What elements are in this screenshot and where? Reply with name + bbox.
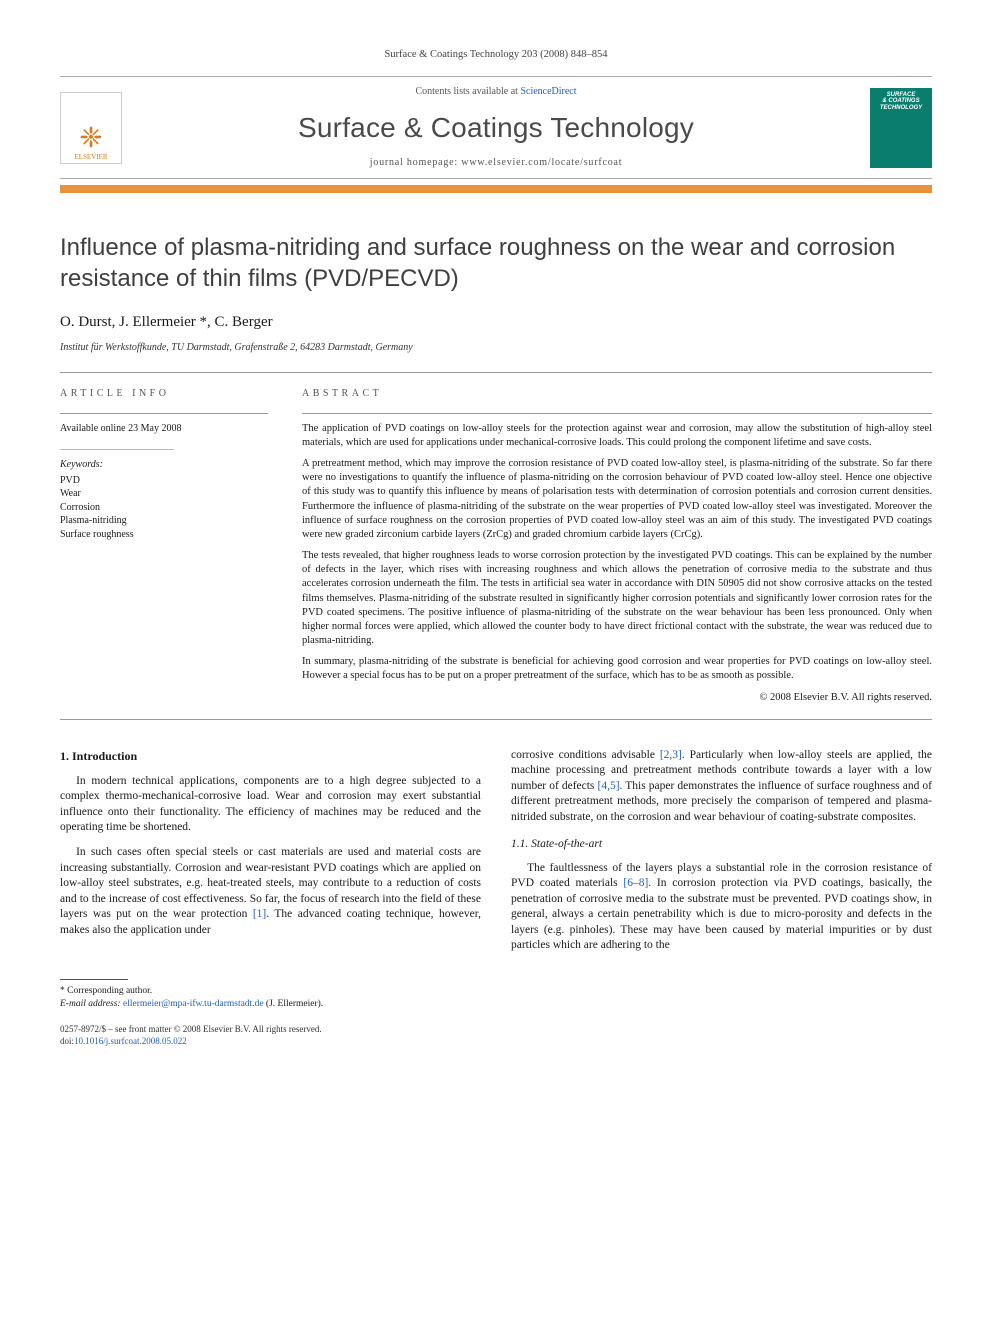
authors-line: O. Durst, J. Ellermeier *, C. Berger <box>60 312 932 332</box>
article-title: Influence of plasma-nitriding and surfac… <box>60 233 932 294</box>
homepage-url: www.elsevier.com/locate/surfcoat <box>461 157 622 168</box>
front-matter-line: 0257-8972/$ – see front matter © 2008 El… <box>60 1023 932 1035</box>
abstract-label: ABSTRACT <box>302 387 932 401</box>
available-online: Available online 23 May 2008 <box>60 422 268 436</box>
article-info-column: ARTICLE INFO Available online 23 May 200… <box>60 387 268 705</box>
keyword: Corrosion <box>60 501 268 515</box>
doi-line: doi:10.1016/j.surfcoat.2008.05.022 <box>60 1035 932 1047</box>
journal-cover-thumb: SURFACE & COATINGS TECHNOLOGY <box>870 88 932 168</box>
keyword: Plasma-nitriding <box>60 514 268 528</box>
abstract-paragraph: A pretreatment method, which may improve… <box>302 457 932 542</box>
keywords-heading: Keywords: <box>60 458 268 472</box>
citation-link[interactable]: [4,5] <box>597 780 619 792</box>
citation-link[interactable]: [1] <box>253 908 266 920</box>
email-suffix: (J. Ellermeier). <box>264 999 324 1009</box>
citation-link[interactable]: [6–8] <box>623 877 648 889</box>
homepage-prefix: journal homepage: <box>370 157 462 168</box>
email-label: E-mail address: <box>60 999 123 1009</box>
email-link[interactable]: ellermeier@mpa-ifw.tu-darmstadt.de <box>123 999 264 1009</box>
abstract-paragraph: The tests revealed, that higher roughnes… <box>302 549 932 648</box>
orange-divider <box>60 185 932 193</box>
running-head: Surface & Coatings Technology 203 (2008)… <box>60 48 932 62</box>
body-text: 1. Introduction In modern technical appl… <box>60 748 932 955</box>
abstract-paragraph: The application of PVD coatings on low-a… <box>302 422 932 450</box>
body-paragraph: In modern technical applications, compon… <box>60 774 481 836</box>
info-rule-2 <box>60 449 174 450</box>
footnote-rule <box>60 979 128 980</box>
masthead-center: Contents lists available at ScienceDirec… <box>136 85 856 170</box>
email-line: E-mail address: ellermeier@mpa-ifw.tu-da… <box>60 998 932 1011</box>
cover-line-1: SURFACE <box>887 92 916 99</box>
subsection-heading-sota: 1.1. State-of-the-art <box>511 837 932 853</box>
body-paragraph: In such cases often special steels or ca… <box>60 845 481 938</box>
contents-line: Contents lists available at ScienceDirec… <box>136 85 856 99</box>
article-info-label: ARTICLE INFO <box>60 387 268 401</box>
abstract-copyright: © 2008 Elsevier B.V. All rights reserved… <box>302 691 932 705</box>
citation-link[interactable]: [2,3] <box>660 749 682 761</box>
abstract-paragraph: In summary, plasma-nitriding of the subs… <box>302 655 932 683</box>
doi-link[interactable]: 10.1016/j.surfcoat.2008.05.022 <box>74 1036 187 1046</box>
body-paragraph: corrosive conditions advisable [2,3]. Pa… <box>511 748 932 826</box>
doi-prefix: doi: <box>60 1036 74 1046</box>
journal-name: Surface & Coatings Technology <box>136 109 856 147</box>
rule-above-info <box>60 372 932 373</box>
contents-prefix: Contents lists available at <box>415 86 520 97</box>
affiliation: Institut für Werkstoffkunde, TU Darmstad… <box>60 341 932 355</box>
keyword: Wear <box>60 487 268 501</box>
journal-masthead: ❈ ELSEVIER Contents lists available at S… <box>60 76 932 179</box>
info-rule-1 <box>60 413 268 414</box>
footer-block: * Corresponding author. E-mail address: … <box>60 979 932 1047</box>
tree-icon: ❈ <box>79 125 102 153</box>
sciencedirect-link[interactable]: ScienceDirect <box>520 86 576 97</box>
keyword: Surface roughness <box>60 528 268 542</box>
journal-homepage: journal homepage: www.elsevier.com/locat… <box>136 156 856 170</box>
body-paragraph: The faultlessness of the layers plays a … <box>511 861 932 954</box>
cover-line-2: & COATINGS <box>882 98 919 105</box>
rule-below-abstract <box>60 719 932 720</box>
footer-meta: 0257-8972/$ – see front matter © 2008 El… <box>60 1023 932 1047</box>
cover-line-3: TECHNOLOGY <box>880 105 922 112</box>
abstract-rule <box>302 413 932 414</box>
section-heading-introduction: 1. Introduction <box>60 748 481 764</box>
keyword: PVD <box>60 474 268 488</box>
abstract-column: ABSTRACT The application of PVD coatings… <box>302 387 932 705</box>
text-run: corrosive conditions advisable <box>511 749 660 761</box>
elsevier-label: ELSEVIER <box>74 153 107 162</box>
elsevier-logo: ❈ ELSEVIER <box>60 92 122 164</box>
corresponding-author-note: * Corresponding author. <box>60 985 932 998</box>
